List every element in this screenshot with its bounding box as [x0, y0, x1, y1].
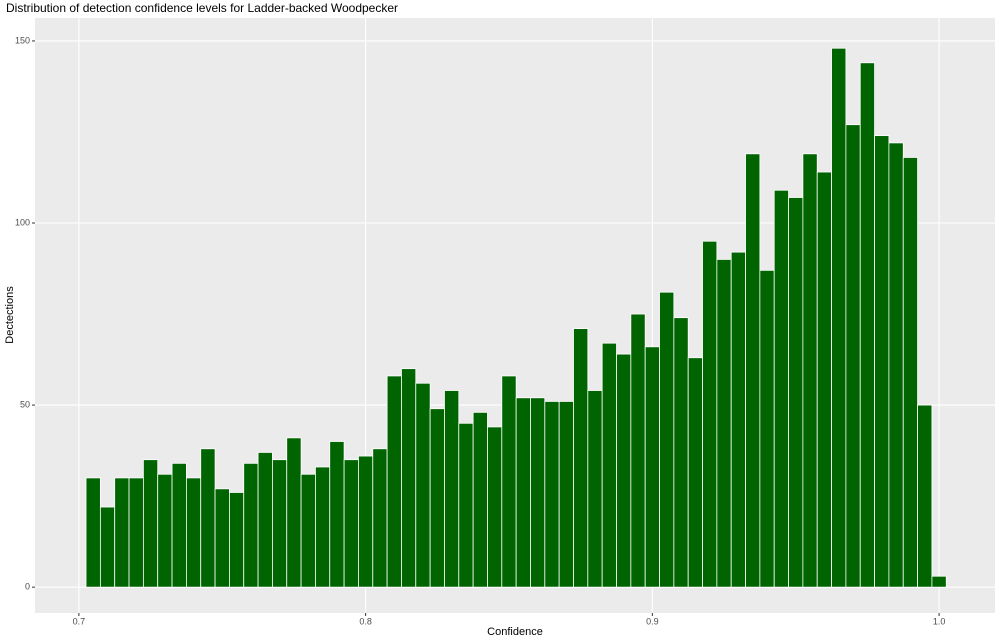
bar	[702, 240, 718, 588]
bar	[816, 171, 832, 588]
bar	[874, 135, 890, 588]
bar	[128, 477, 144, 588]
x-tick-label: 0.8	[359, 616, 372, 626]
bar	[745, 153, 761, 588]
bar	[99, 506, 116, 588]
bar	[142, 459, 159, 588]
bar	[272, 459, 288, 588]
x-axis-label: Confidence	[487, 626, 543, 638]
bar	[200, 448, 216, 588]
bar	[659, 291, 675, 588]
bar	[759, 269, 775, 588]
bar	[515, 397, 531, 588]
bar	[788, 197, 804, 588]
y-tick-label: 0	[25, 582, 30, 592]
bar	[185, 477, 202, 588]
y-tick-label: 50	[20, 399, 30, 409]
bar	[85, 477, 101, 588]
bar	[831, 47, 847, 588]
y-axis-label: Dectections	[4, 286, 16, 344]
bar	[673, 317, 689, 588]
bar	[286, 437, 302, 588]
bar	[114, 477, 130, 588]
bar	[229, 492, 245, 588]
bar	[487, 426, 503, 588]
y-tick-label: 150	[15, 35, 30, 45]
chart-title: Distribution of detection confidence lev…	[6, 1, 398, 15]
bar	[415, 382, 431, 588]
bar	[358, 455, 374, 588]
bar	[601, 342, 617, 588]
bar	[214, 488, 230, 588]
bar	[616, 353, 632, 588]
bar	[730, 251, 746, 588]
x-tick-label: 0.7	[73, 616, 86, 626]
bar	[530, 397, 546, 588]
bar	[329, 441, 345, 588]
bar	[300, 473, 316, 588]
bar	[444, 390, 460, 588]
bar	[802, 153, 818, 588]
bar	[644, 346, 660, 588]
bar	[472, 411, 488, 588]
bar	[888, 142, 904, 588]
bar	[716, 259, 732, 588]
bar	[257, 452, 273, 588]
bar	[687, 357, 703, 588]
bar	[243, 462, 259, 588]
bar	[501, 375, 517, 588]
bar	[845, 124, 861, 588]
bar	[386, 375, 402, 588]
bar	[859, 62, 875, 588]
bar	[544, 401, 560, 588]
bar	[343, 459, 359, 588]
bar	[931, 575, 947, 588]
bar	[587, 390, 603, 588]
bar	[429, 408, 445, 588]
bar	[773, 189, 789, 588]
x-tick-label: 1.0	[933, 616, 946, 626]
bar	[315, 466, 331, 588]
bar	[630, 313, 646, 588]
bar	[372, 448, 388, 588]
bar	[558, 401, 574, 588]
bar	[458, 422, 474, 588]
y-tick-label: 100	[15, 217, 30, 227]
x-tick-label: 0.9	[646, 616, 659, 626]
bar	[573, 328, 589, 588]
bar	[171, 462, 187, 588]
bar	[902, 157, 918, 588]
bar	[157, 473, 173, 588]
bar	[917, 404, 933, 588]
bar	[401, 368, 417, 588]
